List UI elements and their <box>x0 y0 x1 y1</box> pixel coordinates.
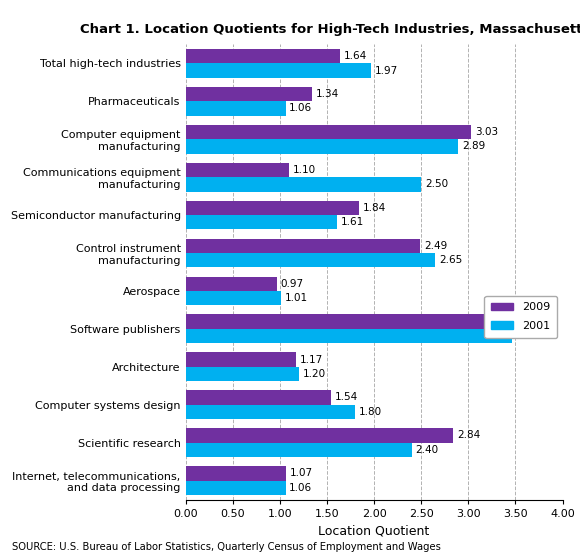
Text: 1.17: 1.17 <box>300 355 323 365</box>
Bar <box>186 291 281 305</box>
Bar <box>186 239 420 253</box>
Bar <box>186 215 338 229</box>
Text: 2.40: 2.40 <box>415 445 438 455</box>
Bar <box>186 466 287 481</box>
Text: 1.07: 1.07 <box>290 468 313 478</box>
Bar <box>186 163 289 177</box>
Text: 1.54: 1.54 <box>335 392 358 402</box>
Bar <box>186 125 471 139</box>
Text: 1.10: 1.10 <box>293 165 316 175</box>
Bar <box>186 87 312 101</box>
Text: 3.46: 3.46 <box>516 331 539 341</box>
Bar <box>186 352 296 367</box>
Text: 1.06: 1.06 <box>289 103 313 113</box>
Bar <box>186 201 359 215</box>
Text: 1.97: 1.97 <box>375 65 398 75</box>
Bar <box>186 139 458 154</box>
Bar <box>186 443 412 457</box>
Text: 1.64: 1.64 <box>344 51 367 61</box>
Bar <box>186 101 285 115</box>
Bar <box>186 49 340 63</box>
Text: 2.50: 2.50 <box>425 179 448 189</box>
Text: 2.65: 2.65 <box>439 255 462 265</box>
Bar <box>186 329 512 343</box>
Text: 2.49: 2.49 <box>424 241 447 251</box>
Text: 1.84: 1.84 <box>363 203 386 213</box>
Bar <box>186 276 277 291</box>
Text: 1.61: 1.61 <box>341 217 364 227</box>
Text: 2.89: 2.89 <box>462 142 485 152</box>
Text: 0.97: 0.97 <box>281 279 304 289</box>
X-axis label: Location Quotient: Location Quotient <box>318 524 430 537</box>
Bar <box>186 315 505 329</box>
Text: 1.34: 1.34 <box>316 89 339 99</box>
Bar <box>186 405 355 419</box>
Text: 3.03: 3.03 <box>475 127 498 137</box>
Bar <box>186 253 436 268</box>
Text: 2.84: 2.84 <box>457 431 480 441</box>
Bar <box>186 481 285 495</box>
Legend: 2009, 2001: 2009, 2001 <box>484 296 557 338</box>
Text: SOURCE: U.S. Bureau of Labor Statistics, Quarterly Census of Employment and Wage: SOURCE: U.S. Bureau of Labor Statistics,… <box>12 542 440 552</box>
Bar <box>186 177 421 191</box>
Text: 1.01: 1.01 <box>285 293 307 303</box>
Text: Chart 1. Location Quotients for High-Tech Industries, Massachusetts, 2001 and 20: Chart 1. Location Quotients for High-Tec… <box>80 23 580 36</box>
Bar <box>186 390 331 405</box>
Text: 1.80: 1.80 <box>359 407 382 417</box>
Text: 1.20: 1.20 <box>303 369 325 379</box>
Bar <box>186 63 371 78</box>
Text: 3.39: 3.39 <box>509 317 532 327</box>
Bar <box>186 428 454 443</box>
Text: 1.06: 1.06 <box>289 483 313 493</box>
Bar <box>186 367 299 381</box>
